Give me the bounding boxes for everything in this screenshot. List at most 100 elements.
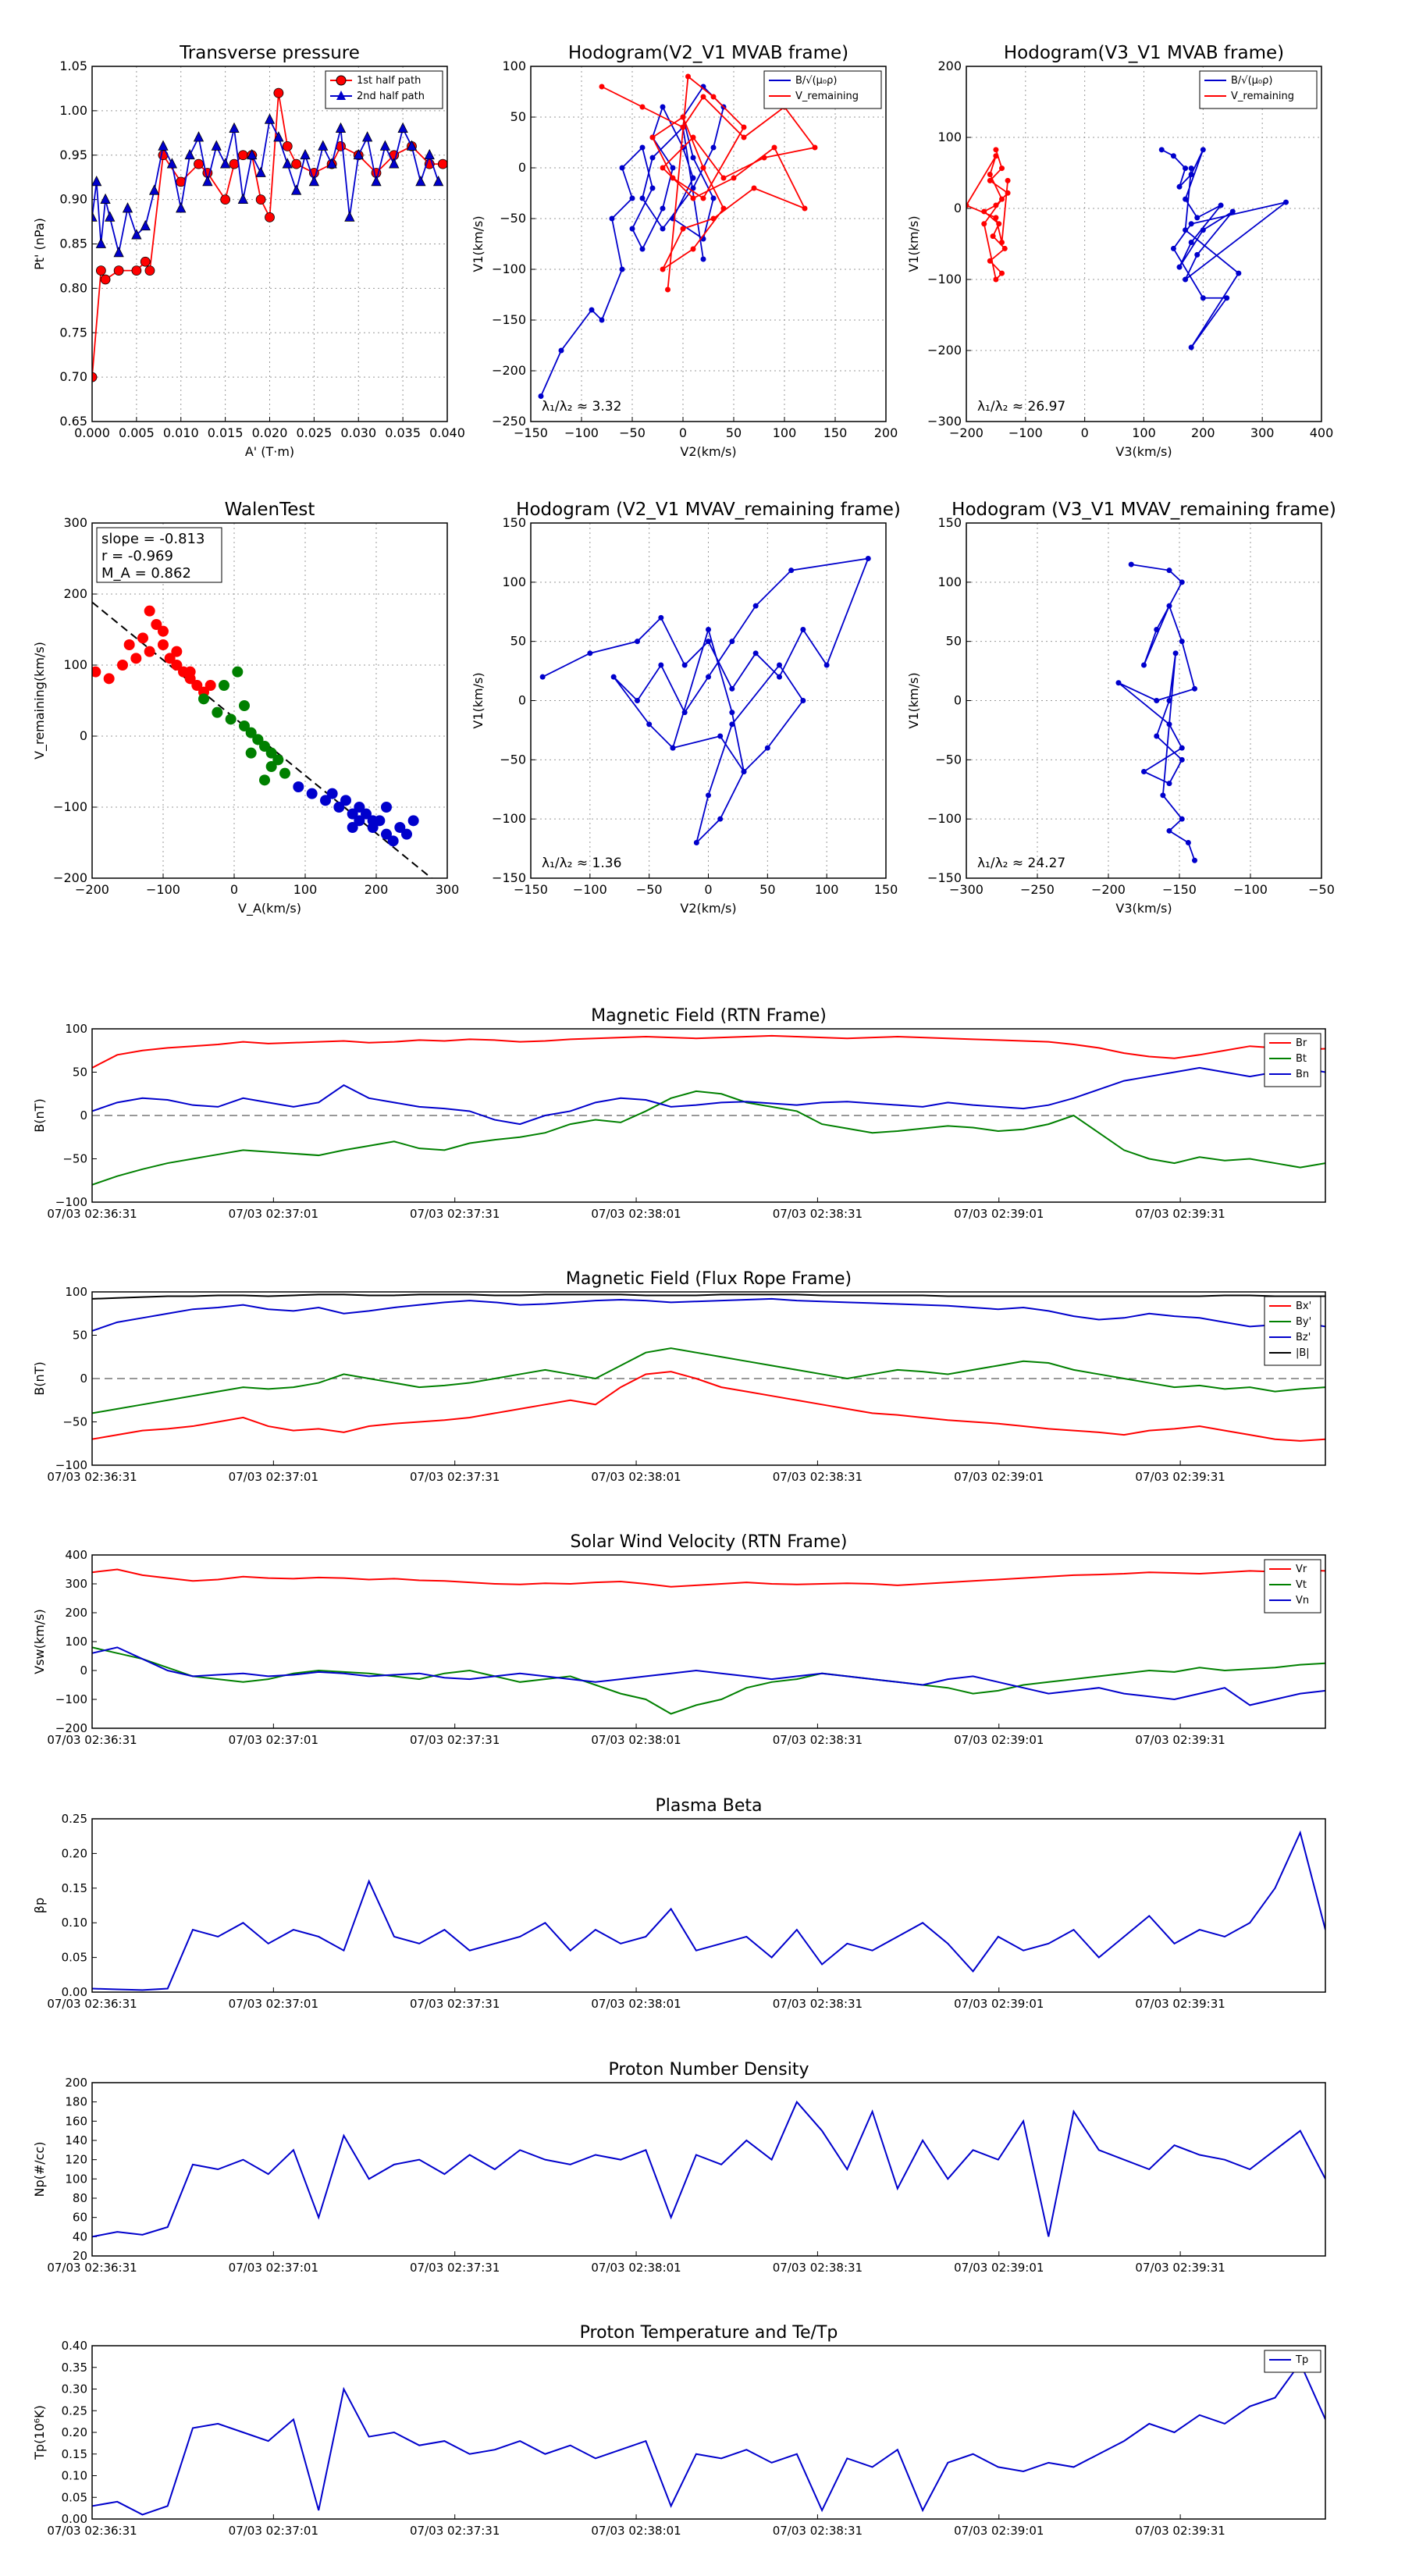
chart-panel-walen: WalenTest −200 −100 0 100 200 300 −200 −100 0 100 2…	[32, 500, 459, 916]
data-point	[710, 144, 717, 151]
data-point	[1188, 344, 1194, 350]
tick-label-x: 0.010	[163, 425, 199, 440]
data-point	[1192, 685, 1197, 692]
chart-title: Proton Temperature and Te/Tp	[580, 2323, 838, 2343]
data-point	[113, 246, 124, 258]
data-point	[639, 246, 646, 252]
legend-marker	[336, 91, 346, 100]
data-point	[164, 653, 176, 664]
tick-label-y: 150	[937, 515, 962, 530]
data-point	[670, 745, 676, 751]
tick-label-y: −50	[62, 1415, 87, 1429]
data-point	[1005, 177, 1011, 183]
tick-label-y: 50	[73, 1066, 87, 1080]
data-point	[1188, 165, 1194, 172]
data-point	[717, 816, 724, 822]
data-point	[259, 774, 270, 786]
data-point	[361, 808, 372, 820]
plot-frame	[91, 1554, 1326, 1729]
legend: Vr Vt Vn	[1264, 1559, 1321, 1614]
series-group	[92, 1034, 1325, 1186]
data-point	[171, 646, 183, 657]
data-point	[344, 211, 355, 222]
data-point	[609, 215, 615, 222]
tick-label-x: 200	[874, 425, 898, 440]
data-point	[1166, 827, 1172, 834]
data-point	[252, 734, 264, 745]
data-point	[117, 660, 128, 671]
tick-label-x: 07/03 02:37:01	[229, 1470, 318, 1484]
data-point	[729, 721, 735, 728]
data-point	[354, 802, 365, 813]
tick-label-y: 0.75	[59, 325, 87, 340]
data-point	[193, 131, 205, 142]
tick-label-y: −50	[935, 752, 962, 767]
y-axis-label: B(nT)	[32, 1098, 47, 1132]
tick-label-x: 0.025	[296, 425, 332, 440]
tick-label-x: 07/03 02:39:01	[954, 1470, 1044, 1484]
tick-label-y: 20	[73, 2249, 87, 2263]
data-point	[424, 148, 435, 160]
data-point	[306, 788, 318, 799]
tick-label-y: 100	[937, 130, 962, 144]
data-point	[1183, 276, 1189, 283]
tick-label-y: 100	[65, 1635, 87, 1649]
series-group	[92, 2100, 1325, 2238]
data-point	[690, 185, 696, 191]
legend-label: Br	[1296, 1037, 1307, 1049]
series-line-Np	[92, 2100, 1325, 2238]
data-point	[700, 195, 706, 201]
chart-panel-np: Proton Number Density 20 40 60 80 100 120 140 16…	[32, 2060, 1326, 2275]
tick-label-x: 07/03 02:39:01	[954, 1207, 1044, 1221]
tick-label-y: 0.65	[59, 414, 87, 429]
tick-label-y: 140	[65, 2133, 87, 2147]
tick-label-x: 0	[1081, 425, 1089, 440]
data-point	[720, 205, 727, 212]
x-axis-label: A' (T·m)	[245, 444, 294, 459]
plot-frame	[91, 2345, 1326, 2520]
data-point	[660, 226, 666, 232]
chart-panel-h_av_v2v1: Hodogram (V2_V1 MVAV_remaining frame) −15…	[471, 500, 901, 916]
data-point	[660, 266, 666, 272]
data-point	[100, 193, 111, 205]
data-point	[211, 140, 222, 151]
chart-title: Transverse pressure	[179, 43, 360, 63]
data-point	[291, 158, 302, 169]
data-point	[1224, 295, 1230, 301]
data-point	[151, 619, 162, 630]
x-axis-label: V2(km/s)	[680, 901, 736, 916]
data-point	[184, 666, 196, 678]
data-point	[353, 148, 364, 160]
data-point	[335, 122, 347, 133]
data-point	[710, 94, 717, 100]
data-point	[232, 666, 244, 678]
tick-label-x: 100	[815, 882, 839, 897]
data-point	[308, 175, 320, 187]
series-line	[1161, 149, 1287, 348]
plot-frame	[530, 66, 887, 422]
tick-label-y: −100	[55, 1195, 87, 1209]
data-point	[397, 122, 408, 133]
data-point	[220, 194, 231, 205]
data-point	[823, 662, 830, 668]
tick-label-x: 07/03 02:37:01	[229, 1997, 318, 2011]
data-point	[381, 802, 392, 813]
tick-label-x: 0.035	[385, 425, 421, 440]
tick-label-x: 07/03 02:37:31	[410, 1207, 500, 1221]
series-line	[1118, 564, 1196, 861]
data-point	[999, 196, 1005, 202]
tick-label-x: 07/03 02:38:01	[591, 1470, 681, 1484]
data-point	[407, 815, 419, 827]
tick-label-y: 180	[65, 2095, 87, 2109]
data-point	[538, 393, 544, 399]
tick-label-y: 0	[80, 1663, 87, 1678]
tick-label-y: 0.05	[62, 1951, 87, 1965]
tick-label-y: 50	[510, 109, 526, 124]
tick-label-y: 100	[937, 575, 962, 589]
tick-label-y: 0.10	[62, 2469, 87, 2483]
tick-label-x: 50	[726, 425, 742, 440]
data-point	[290, 184, 302, 195]
data-point	[1001, 245, 1008, 251]
data-point	[122, 202, 133, 213]
data-point	[1179, 816, 1185, 822]
